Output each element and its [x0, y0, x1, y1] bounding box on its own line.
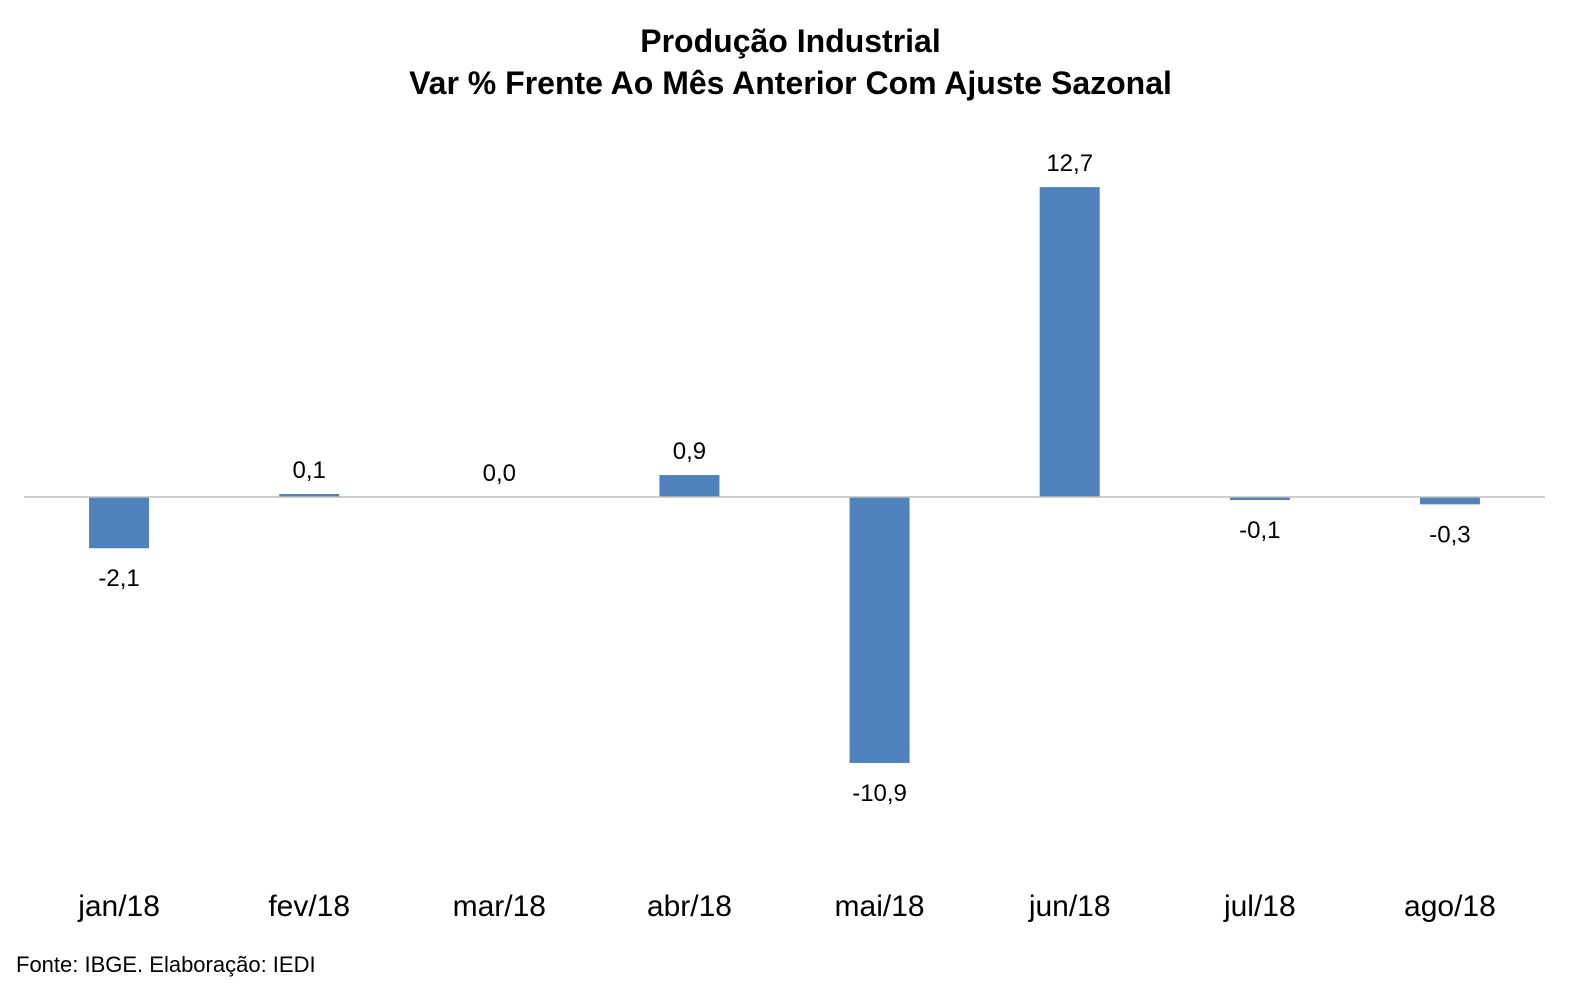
data-label: 12,7 [1046, 150, 1093, 177]
data-label: -0,3 [1429, 521, 1470, 548]
bar-jul-18 [1229, 497, 1290, 500]
data-label: 0,1 [293, 457, 326, 484]
data-labels-group: -2,1 0,1 0,0 0,9 -10,9 12,7 -0,1 -0,3 [98, 150, 1470, 807]
x-tick-label: jun/18 [1028, 890, 1111, 923]
bar-fev-18 [279, 494, 340, 497]
x-tick-label: jan/18 [77, 890, 160, 923]
x-tick-label: mai/18 [835, 890, 925, 923]
bar-jan-18 [89, 497, 150, 549]
x-tick-label: abr/18 [647, 890, 732, 923]
chart-title-line-1: Produção Industrial [640, 23, 941, 59]
data-label: -0,1 [1239, 517, 1280, 544]
x-tick-labels-group: jan/18 fev/18 mar/18 abr/18 mai/18 jun/18 jul/… [77, 890, 1496, 923]
x-tick-label: ago/18 [1404, 890, 1496, 923]
bars-group [89, 187, 1480, 763]
data-label: -10,9 [852, 780, 907, 807]
data-label: 0,0 [483, 460, 516, 487]
data-label: -2,1 [98, 565, 139, 592]
x-tick-label: fev/18 [268, 890, 350, 923]
chart-subtitle: Var % Frente Ao Mês Anterior Com Ajuste … [409, 65, 1172, 101]
x-tick-label: jul/18 [1223, 890, 1296, 923]
bar-chart: -2,1 0,1 0,0 0,9 -10,9 12,7 -0,1 -0,3 jan/18 fev… [24, 150, 1545, 923]
source-note: Fonte: IBGE. Elaboração: IEDI [16, 952, 316, 977]
x-tick-label: mar/18 [453, 890, 546, 923]
bar-ago-18 [1419, 497, 1480, 505]
bar-jun-18 [1039, 187, 1100, 497]
bar-mai-18 [849, 497, 910, 763]
data-label: 0,9 [673, 438, 706, 465]
bar-abr-18 [659, 475, 720, 497]
